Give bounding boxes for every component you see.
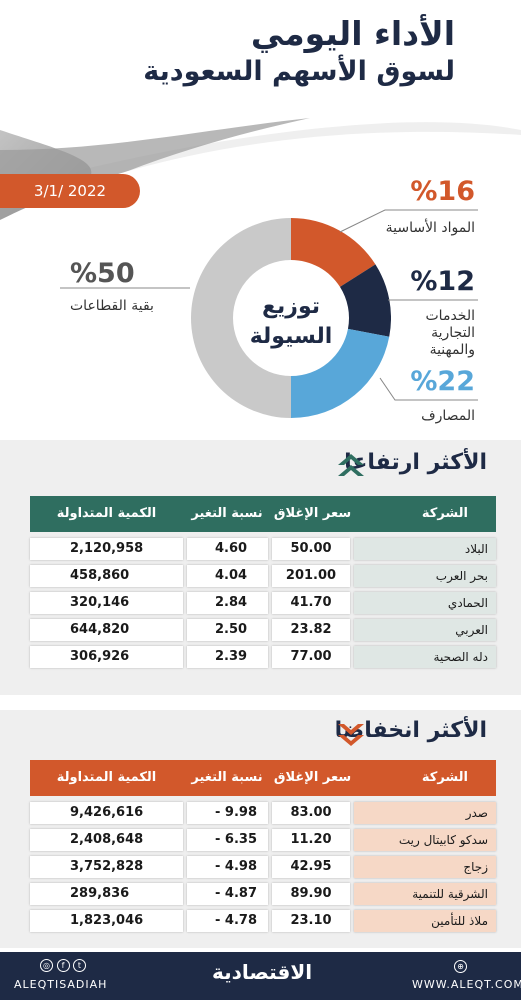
change-cell: 2.39 [187, 646, 268, 668]
website-link[interactable]: WWW.ALEQT.COM [412, 978, 521, 991]
donut-slice-commercial-services [339, 264, 391, 337]
table-row: 320,146 2.84 41.70 الحمادي [30, 592, 496, 614]
page-title: الأداء اليومي [250, 14, 455, 53]
company-cell: الحمادي [354, 592, 496, 614]
social-icons: ◎ f t [40, 958, 86, 972]
donut-hole [234, 261, 348, 375]
slice-pct-banks: %22 [410, 366, 475, 397]
gainers-title: الأكثر ارتفاعا [344, 450, 487, 475]
change-cell: - 4.87 [187, 883, 268, 905]
twitter-icon[interactable]: t [73, 959, 86, 972]
slice-label-banks: المصارف [421, 408, 475, 424]
slice-label-line: والمهنية [429, 342, 475, 358]
table-row: 644,820 2.50 23.82 العربي [30, 619, 496, 641]
page-subtitle: لسوق الأسهم السعودية [143, 56, 455, 87]
change-cell: 2.84 [187, 592, 268, 614]
close-cell: 83.00 [272, 802, 350, 824]
company-cell: صدر [354, 802, 496, 824]
close-cell: 89.90 [272, 883, 350, 905]
slice-label-commercial-services: الخدمات التجارية والمهنية [426, 308, 476, 359]
company-cell: الشرقية للتنمية [354, 883, 496, 905]
table-row: 9,426,616- 9.98 83.00 صدر [30, 802, 496, 824]
close-cell: 42.95 [272, 856, 350, 878]
liquidity-donut-chart [191, 218, 391, 418]
close-cell: 77.00 [272, 646, 350, 668]
change-cell: 2.50 [187, 619, 268, 641]
volume-cell: 9,426,616 [30, 802, 183, 824]
volume-cell: 458,860 [30, 565, 183, 587]
company-cell: البلاد [354, 538, 496, 560]
table-row: 3,752,828- 4.98 42.95 زجاج [30, 856, 496, 878]
close-cell: 201.00 [272, 565, 350, 587]
date-badge: 3/1/ 2022 [0, 174, 140, 208]
instagram-icon[interactable]: ◎ [40, 959, 53, 972]
slice-pct-basic-materials: %16 [410, 176, 475, 207]
volume-cell: 2,120,958 [30, 538, 183, 560]
social-handle[interactable]: ALEQTISADIAH [14, 978, 108, 991]
gainers-table-header: الكمية المتداولة نسبة التغير % سعر الإغل… [30, 496, 496, 557]
header-volume: الكمية المتداولة [56, 506, 157, 521]
change-cell: 4.60 [187, 538, 268, 560]
donut-slice-banks [291, 328, 390, 418]
table-row: 2,120,958 4.60 50.00 البلاد [30, 538, 496, 560]
company-cell: سدكو كابيتال ريت [354, 829, 496, 851]
down-arrow-icon [338, 724, 364, 746]
donut-slice-other-sectors [191, 218, 291, 418]
donut-slice-basic-materials [291, 218, 376, 287]
footer-bar: ◎ f t ALEQTISADIAH الاقتصادية ⊕ WWW.ALEQ… [0, 952, 521, 1000]
header-company: الشركة [421, 770, 468, 785]
header-change: نسبة التغير % [191, 770, 263, 821]
donut-center-label: توزيع السيولة [231, 292, 351, 352]
brand-logo: الاقتصادية [212, 960, 313, 984]
close-cell: 23.82 [272, 619, 350, 641]
globe-icon: ⊕ [454, 960, 467, 973]
company-cell: العربي [354, 619, 496, 641]
company-cell: ملاذ للتأمين [354, 910, 496, 932]
volume-cell: 2,408,648 [30, 829, 183, 851]
volume-cell: 1,823,046 [30, 910, 183, 932]
close-cell: 11.20 [272, 829, 350, 851]
donut-center-line1: توزيع [261, 294, 320, 319]
change-cell: - 6.35 [187, 829, 268, 851]
losers-title: الأكثر انخفاضا [334, 718, 487, 743]
volume-cell: 306,926 [30, 646, 183, 668]
table-row: 1,823,046- 4.78 23.10 ملاذ للتأمين [30, 910, 496, 932]
company-cell: زجاج [354, 856, 496, 878]
table-row: 289,836- 4.87 89.90 الشرقية للتنمية [30, 883, 496, 905]
table-row: 2,408,648- 6.35 11.20 سدكو كابيتال ريت [30, 829, 496, 851]
volume-cell: 320,146 [30, 592, 183, 614]
header-company: الشركة [421, 506, 468, 521]
slice-label-line: الخدمات [425, 308, 476, 324]
table-row: 306,926 2.39 77.00 دله الصحية [30, 646, 496, 668]
company-cell: دله الصحية [354, 646, 496, 668]
table-row: 458,860 4.04 201.00 بحر العرب [30, 565, 496, 587]
close-cell: 23.10 [272, 910, 350, 932]
facebook-icon[interactable]: f [56, 959, 70, 972]
change-cell: - 4.98 [187, 856, 268, 878]
header-close: سعر الإغلاق [273, 770, 352, 785]
company-cell: بحر العرب [354, 565, 496, 587]
losers-table-header: الكمية المتداولة نسبة التغير % سعر الإغل… [30, 760, 496, 821]
donut-center-line2: السيولة [249, 324, 333, 349]
change-cell: - 4.78 [187, 910, 268, 932]
close-cell: 50.00 [272, 538, 350, 560]
volume-cell: 289,836 [30, 883, 183, 905]
slice-label-line: التجارية [431, 325, 475, 341]
slice-label-basic-materials: المواد الأساسية [385, 220, 475, 236]
volume-cell: 644,820 [30, 619, 183, 641]
header-change: نسبة التغير % [191, 506, 263, 557]
change-cell: - 9.98 [187, 802, 268, 824]
slice-label-other-sectors: بقية القطاعات [70, 298, 154, 314]
change-cell: 4.04 [187, 565, 268, 587]
up-arrow-icon [338, 454, 364, 476]
slice-pct-commercial-services: %12 [410, 266, 475, 297]
slice-pct-other-sectors: %50 [70, 258, 135, 289]
volume-cell: 3,752,828 [30, 856, 183, 878]
header-close: سعر الإغلاق [273, 506, 352, 521]
close-cell: 41.70 [272, 592, 350, 614]
header-volume: الكمية المتداولة [56, 770, 157, 785]
